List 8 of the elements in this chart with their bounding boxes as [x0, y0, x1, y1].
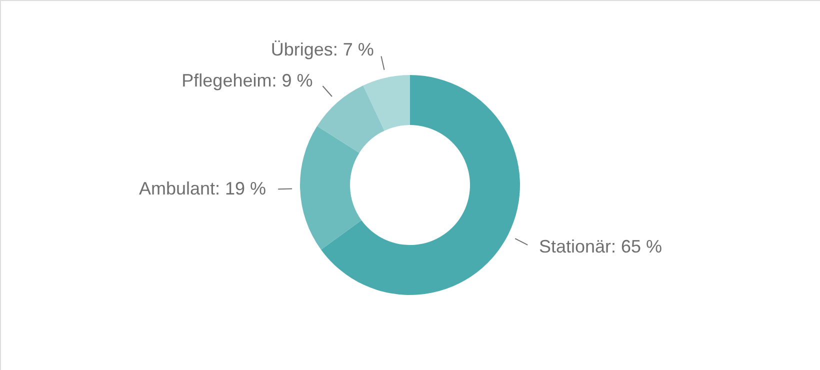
donut-slice [317, 85, 384, 153]
donut-slice [363, 75, 410, 131]
slice-label: Ambulant: 19 % [138, 178, 266, 198]
slice-label: Stationär: 65 % [538, 236, 662, 257]
donut-slice [300, 126, 362, 250]
slice-label: Übriges: 7 % [270, 39, 374, 60]
donut-slice [321, 75, 520, 295]
slice-label: Pflegeheim: 9 % [182, 70, 313, 90]
